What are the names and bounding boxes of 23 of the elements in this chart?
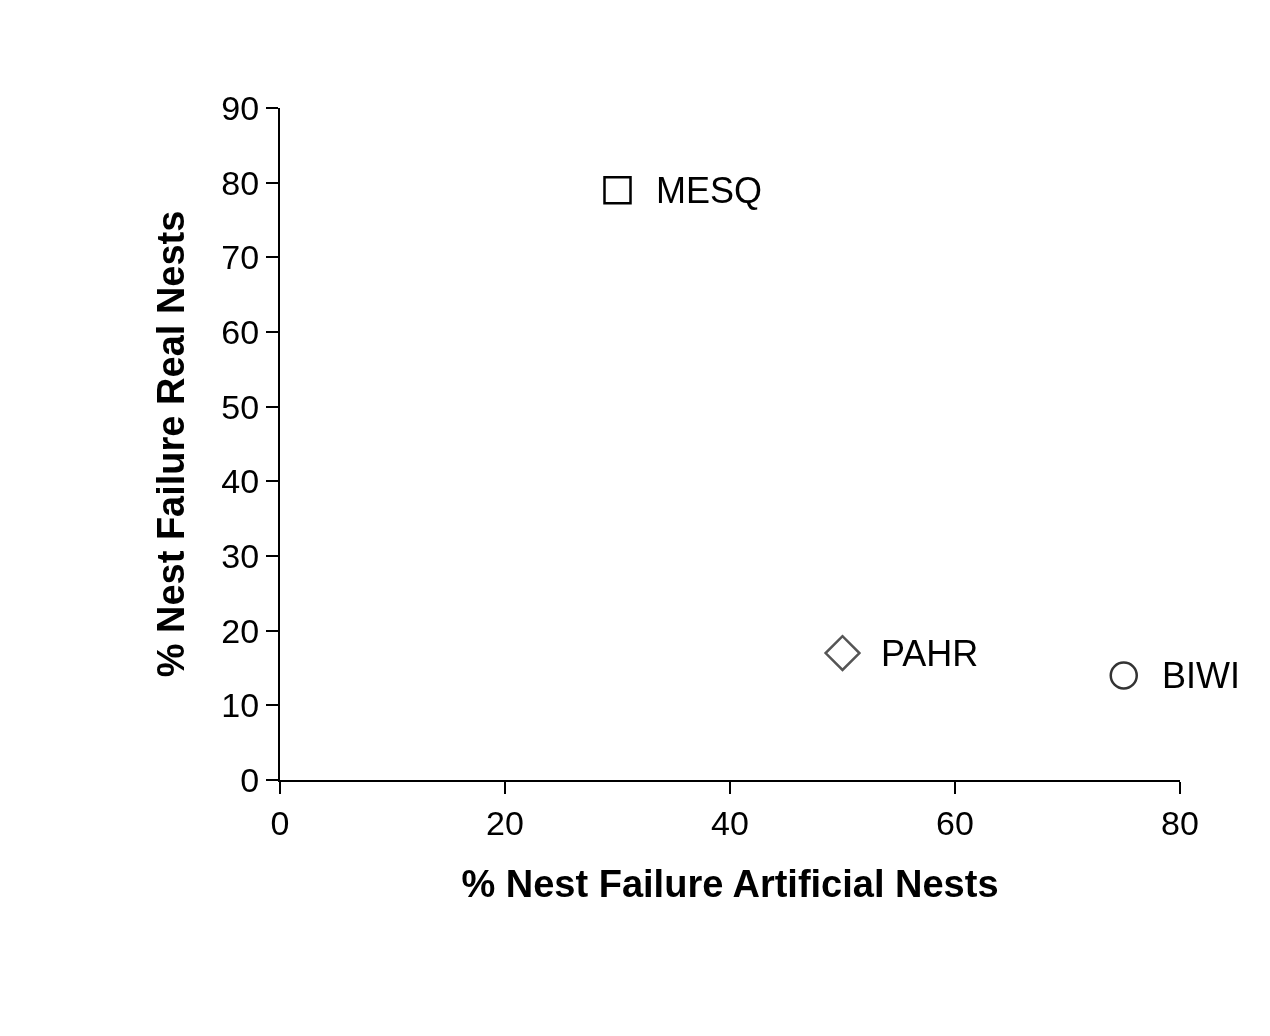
x-tick-label: 0 xyxy=(270,803,290,842)
series-label: MESQ xyxy=(656,170,763,211)
y-tick-label: 30 xyxy=(221,536,260,575)
y-tick-label: 0 xyxy=(240,760,260,799)
x-tick-label: 60 xyxy=(936,803,974,842)
point xyxy=(824,634,861,672)
y-tick-label: 40 xyxy=(221,462,260,501)
point xyxy=(1109,661,1138,690)
y-tick-label: 50 xyxy=(221,387,260,426)
x-tick-label: 80 xyxy=(1161,803,1199,842)
x-tick-label: 20 xyxy=(486,803,524,842)
series-label: BIWI xyxy=(1162,655,1240,696)
y-tick-label: 20 xyxy=(221,611,260,650)
y-tick-label: 70 xyxy=(221,238,260,277)
y-tick-label: 60 xyxy=(221,312,260,351)
x-axis-title: % Nest Failure Artificial Nests xyxy=(461,863,999,906)
series-label: PAHR xyxy=(881,633,979,674)
y-tick-label: 10 xyxy=(221,686,260,725)
y-tick-label: 90 xyxy=(221,88,260,127)
x-tick-label: 40 xyxy=(711,803,749,842)
y-tick-label: 80 xyxy=(221,163,260,202)
y-axis-title: % Nest Failure Real Nests xyxy=(150,210,193,678)
point xyxy=(603,175,632,205)
